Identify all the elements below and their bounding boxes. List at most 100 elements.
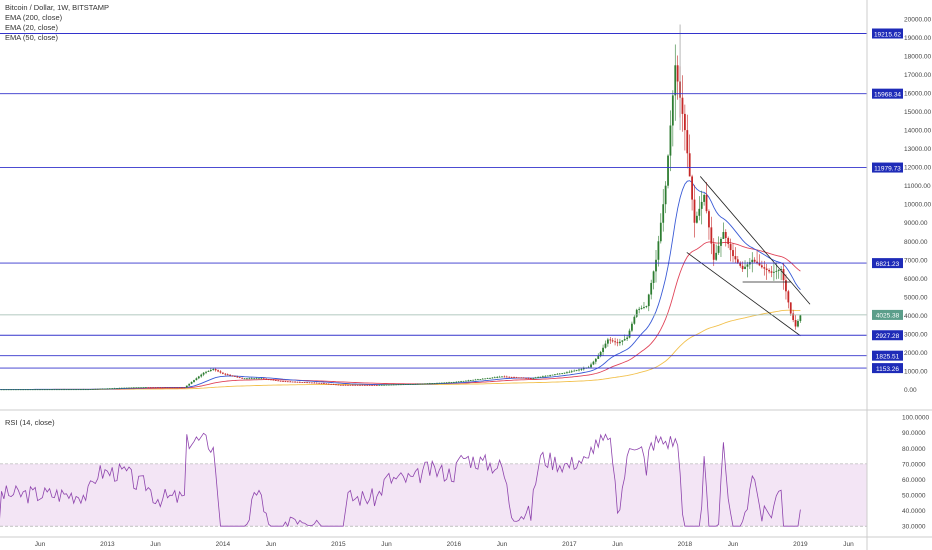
- rsi-tick-label: 100.0000: [902, 415, 929, 422]
- price-tick-label: 5000.00: [904, 294, 928, 301]
- price-level-badge: [872, 162, 903, 173]
- candle-body: [549, 375, 552, 376]
- candle-body: [368, 384, 371, 386]
- candle-body: [739, 262, 742, 266]
- candle-body: [313, 382, 316, 384]
- candle-body: [452, 382, 455, 383]
- candle-body: [527, 378, 530, 379]
- rsi-pane[interactable]: [0, 432, 867, 528]
- candle-body: [513, 377, 515, 378]
- candle-body: [659, 222, 662, 242]
- candle-body: [626, 337, 629, 339]
- price-level-badge: [872, 350, 903, 361]
- candle-body: [503, 376, 506, 378]
- candle-body: [698, 208, 701, 216]
- candle-body: [496, 377, 499, 378]
- candle-body: [219, 371, 222, 373]
- candle-body: [344, 384, 347, 386]
- candle-body: [34, 389, 37, 391]
- rsi-legend: RSI (14, close): [5, 418, 55, 427]
- candle-body: [751, 259, 754, 263]
- candle-body: [123, 387, 126, 389]
- candle-body: [645, 306, 648, 308]
- rsi-line: [0, 432, 801, 528]
- candle-body: [67, 389, 70, 391]
- candle-body: [75, 389, 77, 391]
- rsi-tick-label: 70.0000: [902, 461, 926, 468]
- candle-body: [260, 378, 263, 380]
- price-tick-label: 4000.00: [904, 313, 928, 320]
- candle-body: [221, 372, 224, 374]
- candle-body: [609, 339, 612, 341]
- candle-body: [732, 250, 734, 257]
- candle-body: [436, 382, 438, 384]
- price-level-label: 11979.73: [874, 165, 901, 172]
- candle-body: [465, 380, 467, 382]
- candle-body: [46, 389, 49, 391]
- candle-body: [371, 384, 373, 386]
- candle-body: [611, 340, 614, 342]
- candle-body: [616, 342, 619, 344]
- price-level-badge: [872, 363, 903, 374]
- candle-body: [282, 381, 284, 382]
- candle-body: [291, 381, 294, 383]
- candle-body: [551, 374, 554, 376]
- candle-body: [137, 387, 140, 389]
- candle-body: [217, 370, 219, 372]
- candle-body: [72, 389, 75, 391]
- candle-body: [561, 373, 564, 374]
- candle-body: [703, 194, 706, 202]
- candle-body: [467, 380, 470, 382]
- price-pane[interactable]: [0, 24, 867, 391]
- candle-body: [582, 368, 585, 370]
- candle-body: [522, 377, 525, 379]
- candle-body: [253, 378, 256, 380]
- candle-body: [457, 381, 460, 383]
- candle-body: [5, 389, 8, 391]
- candle-body: [508, 376, 511, 378]
- candle-body: [744, 266, 746, 270]
- candle-body: [765, 268, 768, 270]
- candle-body: [715, 252, 718, 260]
- candle-body: [556, 373, 559, 375]
- candle-body: [404, 384, 407, 385]
- candle-body: [558, 373, 561, 375]
- candle-body: [296, 381, 299, 383]
- time-tick-label: Jun: [728, 541, 739, 548]
- candle-body: [149, 387, 152, 389]
- candle-body: [113, 388, 116, 389]
- candle-body: [438, 382, 441, 384]
- candle-body: [643, 307, 645, 308]
- time-tick-label: 2015: [331, 541, 346, 548]
- candle-body: [383, 384, 385, 386]
- candle-body: [325, 383, 328, 385]
- rsi-tick-label: 60.0000: [902, 477, 926, 484]
- rsi-band: [0, 463, 867, 527]
- candle-body: [390, 384, 393, 386]
- price-tick-label: 8000.00: [904, 239, 928, 246]
- candle-body: [255, 378, 258, 380]
- candle-body: [510, 376, 513, 378]
- candle-body: [578, 369, 580, 371]
- candle-body: [474, 379, 477, 381]
- candle-body: [144, 387, 147, 389]
- candle-body: [599, 351, 602, 357]
- candle-body: [96, 388, 99, 390]
- candle-body: [633, 316, 636, 324]
- candle-body: [674, 65, 677, 96]
- candle-body: [534, 377, 537, 379]
- candle-body: [169, 387, 171, 389]
- candle-body: [15, 389, 17, 391]
- candle-body: [265, 378, 268, 380]
- candle-body: [669, 125, 672, 156]
- candle-body: [602, 347, 604, 352]
- candle-body: [700, 201, 703, 209]
- candle-body: [426, 383, 429, 385]
- price-tick-label: 12000.00: [904, 165, 931, 172]
- candle-body: [414, 383, 417, 385]
- time-tick-label: 2016: [447, 541, 462, 548]
- candle-body: [229, 374, 231, 376]
- candle-body: [159, 387, 162, 389]
- candle-body: [178, 387, 181, 389]
